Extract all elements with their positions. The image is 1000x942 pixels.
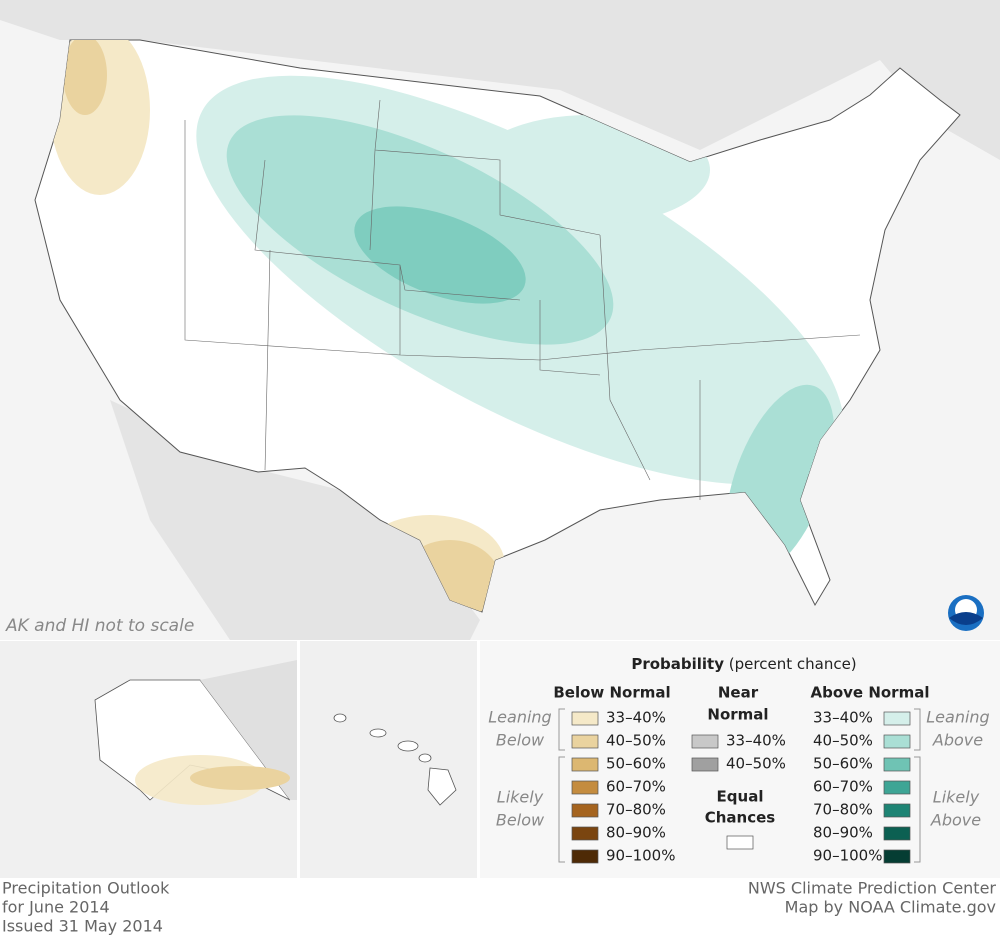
hawaii bbox=[333, 713, 457, 806]
state-lines bbox=[184, 99, 861, 500]
footer-right: NWS Climate Prediction Center bbox=[748, 879, 997, 898]
legend-label: 40–50% bbox=[813, 732, 873, 750]
bracket bbox=[558, 708, 565, 863]
legend: Below Normal 33–40% 40–50% 50–60% 60–70% 70–8… bbox=[488, 684, 989, 865]
group-label: Likely bbox=[933, 788, 980, 807]
swatch bbox=[691, 734, 719, 749]
legend-label: 40–50% bbox=[726, 755, 786, 773]
legend-label: 33–40% bbox=[813, 709, 873, 727]
swatch bbox=[691, 757, 719, 772]
swatch bbox=[883, 780, 911, 795]
legend-title-main: Probability bbox=[631, 655, 724, 673]
swatch bbox=[571, 826, 599, 841]
legend-label: 70–80% bbox=[606, 801, 666, 819]
group-label: Below bbox=[496, 731, 545, 750]
area bbox=[354, 206, 526, 304]
legend-label: 40–50% bbox=[606, 732, 666, 750]
column-heading: Below Normal bbox=[553, 684, 670, 702]
group-label: Below bbox=[496, 811, 545, 830]
column-heading: Near bbox=[718, 684, 759, 702]
area bbox=[63, 40, 107, 115]
legend-label: 33–40% bbox=[606, 709, 666, 727]
column-heading: Above Normal bbox=[811, 684, 930, 702]
swatch bbox=[571, 849, 599, 864]
mexico bbox=[110, 400, 480, 640]
group-label: Leaning bbox=[926, 708, 989, 727]
canada-inset bbox=[200, 660, 297, 800]
legend-label: 90–100% bbox=[813, 847, 882, 865]
footer-left: Precipitation Outlook bbox=[2, 879, 170, 898]
group-label: Likely bbox=[497, 788, 544, 807]
hawaii-panel bbox=[300, 641, 477, 878]
group-label: Leaning bbox=[488, 708, 551, 727]
group-label: Above bbox=[930, 811, 981, 830]
swatch bbox=[571, 780, 599, 795]
legend-label: 60–70% bbox=[606, 778, 666, 796]
legend-label: 33–40% bbox=[726, 732, 786, 750]
legend-label: 60–70% bbox=[813, 778, 873, 796]
canada bbox=[0, 0, 1000, 160]
swatch bbox=[883, 711, 911, 726]
legend-label: 50–60% bbox=[813, 755, 873, 773]
area bbox=[190, 766, 290, 790]
scale-note: AK and HI not to scale bbox=[5, 616, 194, 636]
legend-label: 50–60% bbox=[606, 755, 666, 773]
noaa-logo bbox=[948, 595, 984, 631]
swatch bbox=[571, 757, 599, 772]
swatch bbox=[571, 734, 599, 749]
footer-right: Map by NOAA Climate.gov bbox=[785, 898, 996, 917]
bracket bbox=[914, 708, 921, 863]
swatch bbox=[571, 711, 599, 726]
swatch bbox=[883, 757, 911, 772]
swatch bbox=[883, 826, 911, 841]
legend-label: 80–90% bbox=[813, 824, 873, 842]
legend-title: Probability (percent chance) bbox=[631, 655, 856, 673]
footer-left: for June 2014 bbox=[2, 898, 110, 917]
legend-subtitle: (percent chance) bbox=[729, 655, 857, 673]
column-heading: Chances bbox=[705, 809, 776, 827]
footer-left: Issued 31 May 2014 bbox=[2, 917, 163, 936]
swatch bbox=[883, 849, 911, 864]
legend-label: 70–80% bbox=[813, 801, 873, 819]
footer bbox=[0, 878, 1000, 938]
column-heading: Normal bbox=[707, 706, 768, 724]
swatch bbox=[571, 803, 599, 818]
legend-label: 80–90% bbox=[606, 824, 666, 842]
swatch bbox=[726, 835, 754, 850]
group-label: Above bbox=[932, 731, 983, 750]
column-heading: Equal bbox=[717, 788, 764, 806]
swatch bbox=[883, 803, 911, 818]
swatch bbox=[883, 734, 911, 749]
legend-label: 90–100% bbox=[606, 847, 675, 865]
